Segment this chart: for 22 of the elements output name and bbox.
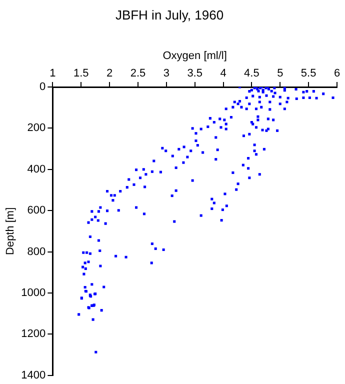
y-tick-label: 200 [27, 122, 46, 134]
y-tick-label: 800 [27, 246, 46, 258]
x-tick-label: 2 [106, 67, 113, 80]
x-tick-label: 5 [277, 67, 284, 80]
y-tick-label: 1200 [21, 328, 46, 340]
x-tick-label: 4.5 [244, 67, 260, 80]
x-tick-label: 4 [220, 67, 226, 80]
x-tick-label: 2.5 [130, 67, 146, 80]
x-tick-label: 3.5 [187, 67, 202, 80]
y-tick-label: 600 [27, 204, 46, 217]
x-tick-label: 6 [334, 67, 340, 80]
x-tick-label: 1.5 [73, 67, 89, 80]
chart-title: JBFH in July, 1960 [115, 7, 224, 22]
x-tick-label: 1 [50, 67, 56, 80]
x-axis-title: Oxygen [ml/l] [162, 50, 227, 62]
x-tick-label: 3 [163, 67, 170, 80]
y-axis-title: Depth [m] [4, 207, 17, 256]
y-tick-label: 1000 [21, 287, 46, 300]
y-tick-label: 400 [27, 163, 46, 176]
y-tick-label: 0 [40, 81, 46, 94]
x-tick-label: 5.5 [300, 67, 316, 80]
y-tick-label: 1400 [21, 369, 46, 382]
